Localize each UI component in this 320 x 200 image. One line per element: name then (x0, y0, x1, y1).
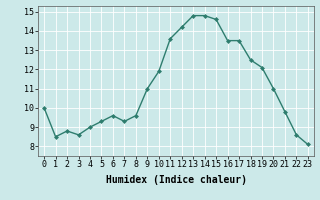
X-axis label: Humidex (Indice chaleur): Humidex (Indice chaleur) (106, 175, 246, 185)
